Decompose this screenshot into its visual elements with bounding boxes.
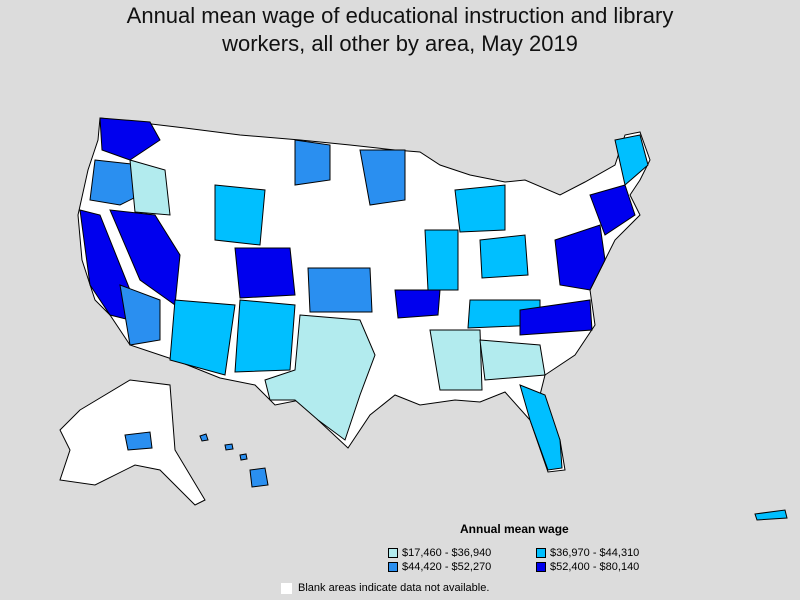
region-new-mexico [234, 299, 296, 373]
region-maine [614, 134, 649, 186]
region-minnesota [359, 149, 406, 206]
region-kansas [307, 267, 373, 313]
region-nevada [109, 209, 181, 306]
legend-label-2: $36,970 - $44,310 [550, 547, 640, 559]
legend-item-2: $36,970 - $44,310 [536, 547, 639, 559]
legend-swatch-3 [388, 562, 398, 572]
region-mississippi-valley [429, 329, 483, 391]
region-ohio [479, 234, 529, 279]
legend-item-3: $44,420 - $52,270 [388, 561, 491, 573]
alaska-region-blue [124, 431, 153, 451]
region-northeast [589, 184, 636, 236]
legend-item-1: $17,460 - $36,940 [388, 547, 491, 559]
legend-label-4: $52,400 - $80,140 [550, 561, 640, 573]
region-idaho [129, 159, 171, 216]
region-north-carolina [519, 299, 593, 336]
region-missouri [394, 289, 441, 319]
region-texas [264, 314, 376, 441]
legend-label-3: $44,420 - $52,270 [402, 561, 492, 573]
map-title-line-1: Annual mean wage of educational instruct… [126, 3, 674, 28]
us-map [59, 117, 788, 521]
legend-swatch-1 [388, 548, 398, 558]
puerto-rico [754, 509, 788, 521]
hawaii [199, 433, 269, 488]
map-title: Annual mean wage of educational instruct… [0, 2, 800, 58]
legend-item-4: $52,400 - $80,140 [536, 561, 639, 573]
map-title-line-2: workers, all other by area, May 2019 [222, 31, 578, 56]
region-mid-atlantic [554, 224, 606, 291]
legend-swatch-4 [536, 562, 546, 572]
region-illinois [424, 229, 459, 291]
blank-swatch [281, 582, 292, 594]
blank-note-text: Blank areas indicate data not available. [298, 582, 490, 594]
legend-title: Annual mean wage [460, 522, 569, 536]
region-arizona [169, 299, 236, 376]
contiguous-us [77, 117, 651, 473]
legend-swatch-2 [536, 548, 546, 558]
region-michigan [454, 184, 506, 233]
region-florida [519, 384, 563, 471]
region-colorado [234, 247, 296, 299]
region-washington-west [99, 117, 161, 161]
legend-label-1: $17,460 - $36,940 [402, 547, 492, 559]
region-california-south [119, 284, 161, 346]
blank-areas-note: Blank areas indicate data not available. [281, 582, 489, 594]
region-southeast [479, 339, 546, 381]
region-wyoming [214, 184, 266, 246]
region-montana-east [294, 139, 331, 186]
